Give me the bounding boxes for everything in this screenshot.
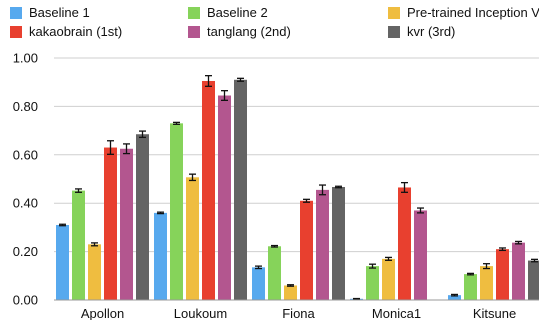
bars xyxy=(56,79,539,301)
error-bar xyxy=(157,211,164,215)
error-bar xyxy=(287,284,294,287)
bar xyxy=(234,79,247,300)
legend-label: Baseline 1 xyxy=(29,5,90,20)
bar xyxy=(332,186,345,300)
error-bar xyxy=(123,143,130,155)
x-tick-label: Monica1 xyxy=(372,306,421,320)
error-bar xyxy=(319,184,326,196)
error-bar xyxy=(385,256,392,261)
bar xyxy=(104,147,117,300)
error-bar xyxy=(467,272,474,276)
bar xyxy=(316,189,329,300)
error-bar xyxy=(335,185,342,189)
error-bar xyxy=(189,173,196,182)
error-bar xyxy=(271,244,278,248)
bar xyxy=(268,246,281,300)
bar xyxy=(414,210,427,300)
legend-swatch xyxy=(388,26,400,38)
legend-label: kakaobrain (1st) xyxy=(29,24,123,39)
legend-swatch xyxy=(10,7,22,19)
legend-swatch xyxy=(188,7,200,19)
legend-swatch xyxy=(388,7,400,19)
error-bars xyxy=(59,75,538,300)
bar xyxy=(284,285,297,300)
bar xyxy=(448,295,461,300)
error-bar xyxy=(237,77,244,82)
error-bar xyxy=(173,121,180,125)
x-tick-label: Loukoum xyxy=(174,306,227,320)
error-bar xyxy=(91,242,98,247)
bar xyxy=(252,267,265,300)
bar xyxy=(528,260,539,300)
error-bar xyxy=(401,181,408,193)
bar xyxy=(366,266,379,300)
bar xyxy=(154,212,167,300)
x-tick-label: Apollon xyxy=(81,306,124,320)
error-bar xyxy=(483,263,490,270)
legend-label: Pre-trained Inception V3 xyxy=(407,5,539,20)
error-bar xyxy=(221,90,228,101)
bar xyxy=(398,187,411,300)
bar xyxy=(72,190,85,300)
error-bar xyxy=(139,130,146,139)
bar xyxy=(218,95,231,300)
bar xyxy=(202,80,215,301)
y-tick-label: 0.80 xyxy=(13,99,38,114)
error-bar xyxy=(499,247,506,252)
bar xyxy=(464,274,477,300)
error-bar xyxy=(255,265,262,270)
error-bar xyxy=(417,207,424,214)
bar xyxy=(186,177,199,300)
error-bar xyxy=(515,240,522,245)
error-bar xyxy=(59,223,66,227)
bar xyxy=(170,123,183,300)
legend-swatch xyxy=(188,26,200,38)
bar xyxy=(120,148,133,300)
y-tick-label: 1.00 xyxy=(13,51,38,66)
x-tick-label: Fiona xyxy=(282,306,315,320)
legend-label: tanglang (2nd) xyxy=(207,24,291,39)
bar xyxy=(56,224,69,300)
axes: 0.00 0.20 0.40 0.60 0.80 1.00 Apollon Loukoum Fi… xyxy=(13,51,539,320)
bar xyxy=(496,249,509,300)
bar xyxy=(382,258,395,300)
error-bar xyxy=(303,198,310,203)
error-bar xyxy=(75,188,82,193)
bar xyxy=(300,200,313,300)
bar xyxy=(480,266,493,300)
legend-label: kvr (3rd) xyxy=(407,24,456,39)
legend: Baseline 1 kakaobrain (1st) Baseline 2 tang… xyxy=(10,5,539,47)
error-bar xyxy=(369,263,376,269)
bar xyxy=(512,242,525,300)
legend-swatch xyxy=(10,26,22,38)
error-bar xyxy=(451,293,458,297)
y-tick-label: 0.00 xyxy=(13,293,38,308)
y-tick-label: 0.40 xyxy=(13,196,38,211)
bar xyxy=(88,244,101,300)
y-tick-label: 0.20 xyxy=(13,244,38,259)
y-tick-label: 0.60 xyxy=(13,147,38,162)
error-bar xyxy=(107,140,114,155)
legend-label: Baseline 2 xyxy=(207,5,268,20)
error-bar xyxy=(531,258,538,263)
bar xyxy=(136,134,149,300)
error-bar xyxy=(205,75,212,87)
x-tick-label: Kitsune xyxy=(473,306,516,320)
